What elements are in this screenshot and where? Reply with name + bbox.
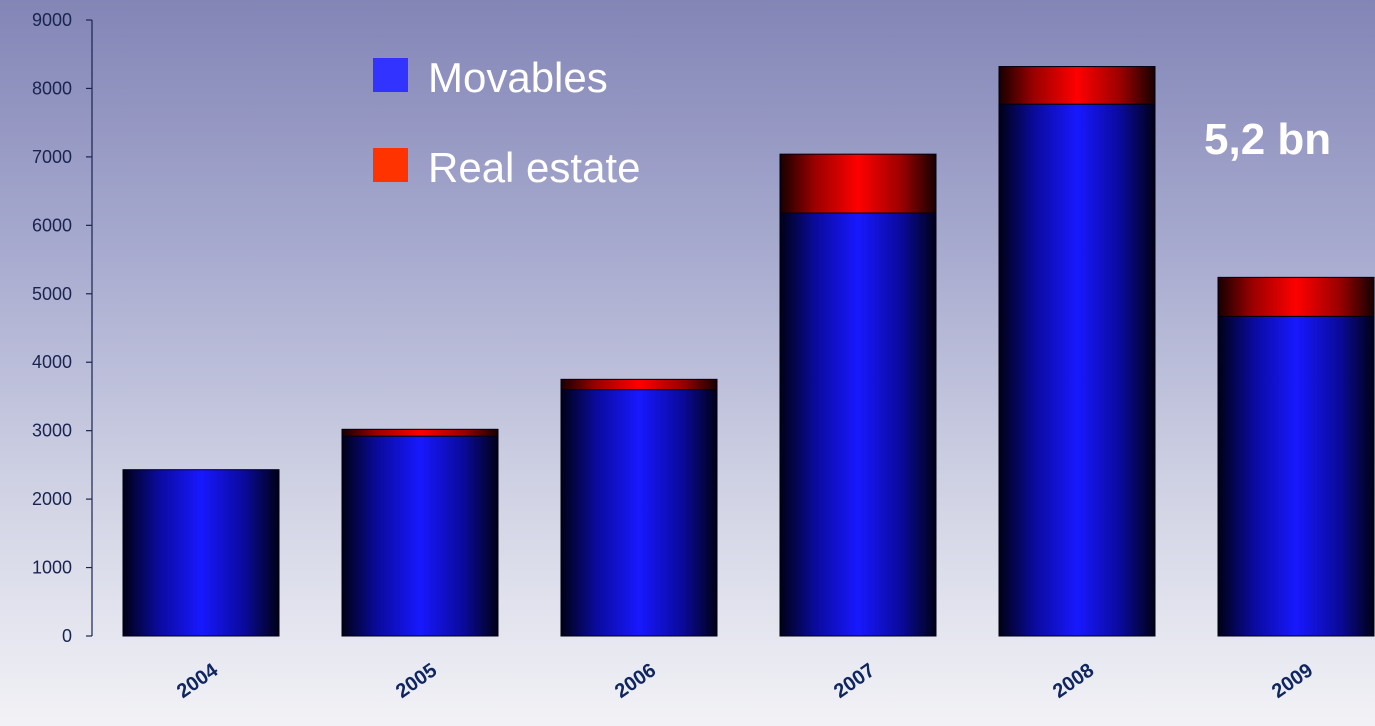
legend-label-movables: Movables <box>428 54 608 101</box>
legend-label-real-estate: Real estate <box>428 144 640 191</box>
y-tick-label: 0 <box>62 626 72 646</box>
bar-movables-2008 <box>998 103 1156 637</box>
y-tick-label: 2000 <box>32 489 72 509</box>
bar-real-estate-2009 <box>1217 276 1375 317</box>
legend-swatch-real-estate <box>373 148 408 182</box>
bar-real-estate-2005 <box>341 428 499 437</box>
y-tick-label: 6000 <box>32 215 72 235</box>
bar-movables-2007 <box>779 212 937 637</box>
bar-movables-2006 <box>560 389 718 637</box>
x-tick-label: 2006 <box>611 659 660 703</box>
y-ticks: 0 1000 2000 3000 4000 5000 6000 7000 8000 9000 <box>32 10 92 646</box>
x-tick-label: 2009 <box>1268 659 1317 703</box>
x-tick-label: 2005 <box>392 659 441 703</box>
y-tick-label: 3000 <box>32 421 72 441</box>
legend-swatch-movables <box>373 58 408 92</box>
bar-real-estate-2006 <box>560 378 718 391</box>
x-tick-label: 2007 <box>830 659 879 703</box>
y-tick-label: 4000 <box>32 352 72 372</box>
bars <box>122 66 1375 637</box>
y-tick-label: 9000 <box>32 10 72 30</box>
y-tick-label: 8000 <box>32 78 72 98</box>
y-tick-label: 1000 <box>32 558 72 578</box>
x-ticks: 2004 2005 2006 2007 2008 2009 <box>173 659 1317 703</box>
bar-movables-2005 <box>341 435 499 637</box>
bar-real-estate-2008 <box>998 66 1156 105</box>
x-tick-label: 2004 <box>173 659 223 703</box>
x-tick-label: 2008 <box>1049 659 1098 703</box>
legend: Movables Real estate <box>373 54 640 191</box>
y-tick-label: 5000 <box>32 284 72 304</box>
bar-movables-2009 <box>1217 315 1375 637</box>
y-tick-label: 7000 <box>32 147 72 167</box>
total-annotation: 5,2 bn <box>1204 115 1331 164</box>
bar-real-estate-2007 <box>779 153 937 214</box>
bar-movables-2004 <box>122 469 280 637</box>
